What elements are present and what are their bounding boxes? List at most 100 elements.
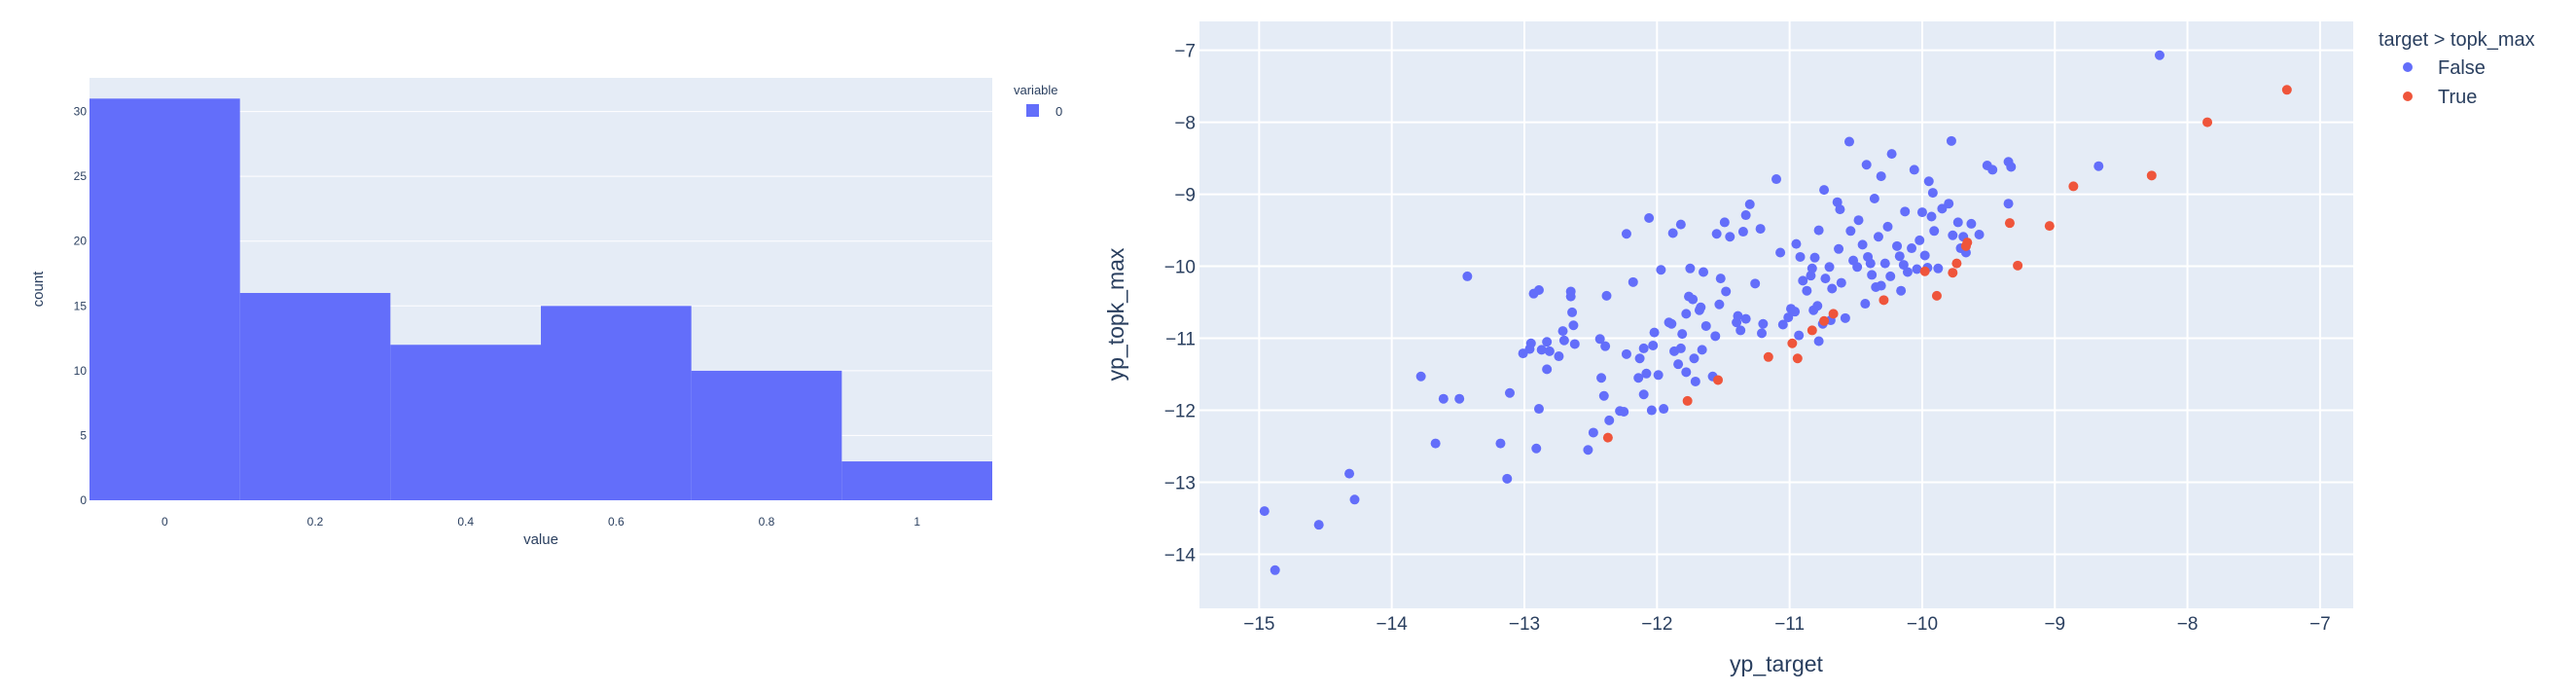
scatter-point-false[interactable] (1675, 219, 1686, 230)
scatter-point-false[interactable] (1740, 210, 1751, 221)
scatter-point-false[interactable] (1933, 263, 1944, 274)
scatter-point-false[interactable] (1894, 251, 1905, 262)
scatter-point-false[interactable] (1885, 271, 1896, 281)
scatter-point-false[interactable] (1914, 235, 1925, 245)
scatter-point-false[interactable] (1554, 351, 1564, 362)
scatter-point-false[interactable] (1454, 393, 1465, 404)
scatter-legend-item-false[interactable]: False (2403, 57, 2486, 79)
scatter-point-false[interactable] (1673, 359, 1684, 370)
scatter-point-false[interactable] (1677, 329, 1688, 340)
scatter-point-false[interactable] (1621, 348, 1631, 359)
scatter-point-false[interactable] (1817, 318, 1828, 329)
scatter-point-false[interactable] (1583, 445, 1593, 456)
scatter-point-false[interactable] (1909, 164, 1919, 175)
scatter-point-true[interactable] (1960, 240, 1971, 251)
scatter-point-false[interactable] (1944, 199, 1954, 209)
scatter-point-false[interactable] (1744, 199, 1755, 209)
scatter-point-false[interactable] (1879, 258, 1890, 269)
scatter-point-false[interactable] (1923, 176, 1934, 187)
scatter-point-false[interactable] (1681, 309, 1692, 319)
scatter-point-false[interactable] (1808, 305, 1819, 315)
scatter-point-false[interactable] (1601, 290, 1612, 301)
scatter-point-false[interactable] (1696, 302, 1706, 312)
scatter-point-false[interactable] (1835, 204, 1845, 215)
scatter-point-false[interactable] (1876, 280, 1886, 291)
scatter-point-false[interactable] (1737, 227, 1748, 237)
scatter-point-false[interactable] (1735, 325, 1746, 336)
scatter-point-false[interactable] (1710, 331, 1721, 342)
scatter-point-false[interactable] (1860, 299, 1871, 310)
scatter-point-false[interactable] (1898, 260, 1909, 271)
scatter-point-true[interactable] (1828, 309, 1839, 319)
scatter-point-false[interactable] (1596, 373, 1607, 383)
scatter-point-false[interactable] (1876, 171, 1886, 182)
scatter-point-false[interactable] (1646, 405, 1657, 416)
scatter-point-false[interactable] (1853, 215, 1864, 226)
scatter-point-false[interactable] (1600, 341, 1611, 351)
scatter-point-false[interactable] (1966, 218, 1977, 229)
scatter-point-false[interactable] (1819, 185, 1830, 196)
scatter-point-false[interactable] (1982, 160, 1992, 170)
scatter-point-true[interactable] (1763, 351, 1773, 362)
scatter-point-false[interactable] (1892, 240, 1903, 251)
scatter-point-false[interactable] (1791, 238, 1802, 249)
scatter-point-false[interactable] (1834, 243, 1844, 254)
scatter-point-false[interactable] (1820, 274, 1831, 284)
scatter-point-false[interactable] (1960, 247, 1971, 258)
scatter-point-false[interactable] (1638, 389, 1649, 400)
scatter-point-false[interactable] (1812, 301, 1823, 311)
scatter-point-false[interactable] (1633, 373, 1644, 383)
scatter-point-true[interactable] (1878, 295, 1889, 306)
scatter-point-false[interactable] (1955, 243, 1966, 254)
histogram-bar[interactable] (390, 345, 541, 500)
scatter-point-false[interactable] (1775, 247, 1786, 258)
scatter-point-false[interactable] (1896, 285, 1907, 296)
scatter-point-false[interactable] (1542, 364, 1553, 375)
scatter-point-false[interactable] (1869, 194, 1879, 204)
scatter-point-false[interactable] (1863, 251, 1874, 262)
scatter-point-false[interactable] (1843, 136, 1854, 147)
scatter-point-true[interactable] (1807, 325, 1817, 336)
scatter-point-false[interactable] (1644, 212, 1655, 223)
scatter-point-false[interactable] (1664, 317, 1674, 328)
scatter-point-false[interactable] (1653, 370, 1664, 381)
scatter-point-false[interactable] (1707, 371, 1718, 382)
scatter-point-false[interactable] (1937, 203, 1948, 214)
scatter-point-false[interactable] (1958, 232, 1969, 242)
scatter-point-false[interactable] (1907, 243, 1917, 254)
scatter-point-false[interactable] (1594, 334, 1605, 345)
scatter-point-false[interactable] (1270, 565, 1280, 575)
scatter-point-true[interactable] (1713, 375, 1724, 385)
scatter-point-false[interactable] (1415, 371, 1426, 382)
scatter-point-false[interactable] (1721, 286, 1732, 297)
histogram-bar[interactable] (841, 461, 992, 500)
scatter-point-false[interactable] (1974, 230, 1985, 240)
scatter-point-false[interactable] (1438, 393, 1449, 404)
scatter-point-false[interactable] (1649, 327, 1660, 338)
scatter-point-false[interactable] (1948, 230, 1958, 240)
scatter-point-true[interactable] (2281, 85, 2292, 95)
scatter-point-false[interactable] (1852, 262, 1863, 273)
scatter-point-false[interactable] (1865, 258, 1876, 269)
scatter-point-false[interactable] (1733, 310, 1743, 321)
scatter-point-false[interactable] (2006, 162, 2017, 172)
scatter-point-false[interactable] (1531, 443, 1542, 454)
scatter-point-false[interactable] (1790, 307, 1801, 317)
scatter-point-false[interactable] (1871, 282, 1881, 293)
scatter-point-true[interactable] (1951, 258, 1962, 269)
scatter-point-false[interactable] (1700, 320, 1711, 331)
scatter-point-true[interactable] (1948, 268, 1958, 278)
scatter-point-false[interactable] (1806, 271, 1816, 281)
scatter-point-false[interactable] (1528, 288, 1539, 299)
scatter-point-true[interactable] (1787, 338, 1798, 348)
scatter-point-false[interactable] (1771, 174, 1781, 185)
scatter-point-false[interactable] (1795, 251, 1806, 262)
scatter-point-false[interactable] (1699, 267, 1709, 277)
scatter-point-false[interactable] (1684, 291, 1695, 302)
scatter-point-false[interactable] (1504, 387, 1515, 398)
scatter-point-false[interactable] (1688, 294, 1699, 305)
scatter-point-true[interactable] (1919, 266, 1930, 276)
scatter-point-false[interactable] (1886, 149, 1897, 160)
scatter-point-false[interactable] (1628, 276, 1638, 287)
scatter-point-false[interactable] (1568, 320, 1579, 331)
